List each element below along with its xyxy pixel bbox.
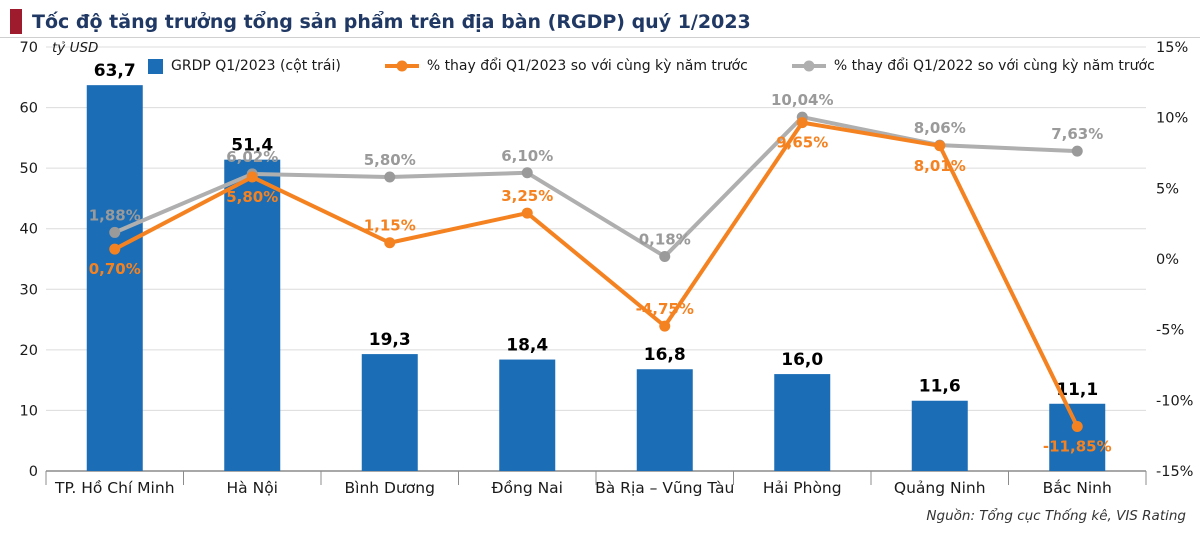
svg-text:10,04%: 10,04% bbox=[771, 91, 833, 109]
svg-text:Quảng Ninh: Quảng Ninh bbox=[894, 479, 986, 497]
svg-text:-15%: -15% bbox=[1156, 464, 1193, 480]
legend-bar-swatch-icon bbox=[148, 58, 163, 74]
svg-text:5,80%: 5,80% bbox=[226, 188, 278, 206]
svg-text:20: 20 bbox=[20, 343, 38, 359]
svg-text:30: 30 bbox=[20, 282, 38, 298]
svg-text:10%: 10% bbox=[1156, 111, 1188, 127]
legend-line-2023-swatch-icon bbox=[384, 60, 419, 72]
svg-text:18,4: 18,4 bbox=[506, 336, 548, 356]
chart-title: Tốc độ tăng trưởng tổng sản phẩm trên đị… bbox=[32, 10, 751, 33]
svg-text:5%: 5% bbox=[1156, 181, 1179, 197]
svg-text:0%: 0% bbox=[1156, 252, 1179, 268]
svg-text:0: 0 bbox=[29, 464, 38, 480]
svg-text:6,02%: 6,02% bbox=[226, 148, 278, 166]
svg-text:Hải Phòng: Hải Phòng bbox=[763, 479, 842, 497]
svg-text:3,25%: 3,25% bbox=[501, 187, 553, 205]
svg-text:63,7: 63,7 bbox=[94, 61, 136, 81]
svg-text:10: 10 bbox=[20, 403, 38, 419]
svg-text:-10%: -10% bbox=[1156, 393, 1193, 409]
svg-text:Hà Nội: Hà Nội bbox=[227, 479, 278, 497]
svg-text:19,3: 19,3 bbox=[369, 330, 411, 350]
svg-text:-11,85%: -11,85% bbox=[1043, 437, 1112, 455]
chart-header: Tốc độ tăng trưởng tổng sản phẩm trên đị… bbox=[0, 0, 1200, 38]
svg-text:51,4: 51,4 bbox=[231, 136, 273, 156]
svg-text:0,70%: 0,70% bbox=[89, 260, 141, 278]
svg-text:0,18%: 0,18% bbox=[639, 230, 691, 248]
svg-text:16,0: 16,0 bbox=[781, 350, 823, 370]
legend-bar-label: GRDP Q1/2023 (cột trái) bbox=[171, 58, 341, 74]
svg-text:Bình Dương: Bình Dương bbox=[345, 479, 435, 497]
combo-chart: 0 10 20 30 40 50 60 70 tỷ USD 15% 10% 5% 0% -5% -10% -1… bbox=[20, 40, 1194, 497]
source-note: Nguồn: Tổng cục Thống kê, VIS Rating bbox=[926, 508, 1186, 524]
svg-text:6,10%: 6,10% bbox=[501, 147, 553, 165]
svg-text:1,15%: 1,15% bbox=[364, 217, 416, 235]
svg-text:8,06%: 8,06% bbox=[914, 119, 966, 137]
svg-text:1,88%: 1,88% bbox=[89, 206, 141, 224]
svg-text:9,65%: 9,65% bbox=[776, 134, 828, 152]
legend-item-grdp: GRDP Q1/2023 (cột trái) bbox=[148, 58, 341, 74]
svg-text:70: 70 bbox=[20, 40, 38, 56]
svg-text:7,63%: 7,63% bbox=[1051, 125, 1103, 143]
svg-text:11,6: 11,6 bbox=[919, 377, 961, 397]
svg-text:Bà Rịa – Vũng Tàu: Bà Rịa – Vũng Tàu bbox=[595, 479, 734, 497]
svg-text:16,8: 16,8 bbox=[644, 345, 686, 365]
legend-line-2022-label: % thay đổi Q1/2022 so với cùng kỳ năm tr… bbox=[833, 58, 1155, 74]
svg-text:40: 40 bbox=[20, 222, 38, 238]
svg-text:TP. Hồ Chí Minh: TP. Hồ Chí Minh bbox=[54, 479, 175, 497]
legend-line-2022-swatch-icon bbox=[791, 60, 826, 72]
svg-text:tỷ USD: tỷ USD bbox=[52, 40, 98, 56]
svg-text:-5%: -5% bbox=[1156, 323, 1184, 339]
chart-legend: GRDP Q1/2023 (cột trái) % thay đổi Q1/20… bbox=[148, 58, 1155, 74]
svg-text:15%: 15% bbox=[1156, 40, 1188, 56]
title-accent-bar bbox=[10, 9, 22, 34]
svg-text:5,80%: 5,80% bbox=[364, 151, 416, 169]
svg-text:11,1: 11,1 bbox=[1056, 380, 1098, 400]
svg-text:50: 50 bbox=[20, 161, 38, 177]
svg-text:60: 60 bbox=[20, 101, 38, 117]
chart-area: 0 10 20 30 40 50 60 70 tỷ USD 15% 10% 5% 0% -5% -10% -1… bbox=[0, 38, 1200, 500]
svg-text:Đồng Nai: Đồng Nai bbox=[492, 479, 563, 497]
svg-text:8,01%: 8,01% bbox=[914, 157, 966, 175]
legend-line-2023-label: % thay đổi Q1/2023 so với cùng kỳ năm tr… bbox=[426, 58, 748, 74]
legend-item-change-2022: % thay đổi Q1/2022 so với cùng kỳ năm tr… bbox=[791, 58, 1155, 74]
svg-text:-4,75%: -4,75% bbox=[636, 300, 694, 318]
legend-item-change-2023: % thay đổi Q1/2023 so với cùng kỳ năm tr… bbox=[384, 58, 748, 74]
svg-text:Bắc Ninh: Bắc Ninh bbox=[1043, 479, 1112, 497]
